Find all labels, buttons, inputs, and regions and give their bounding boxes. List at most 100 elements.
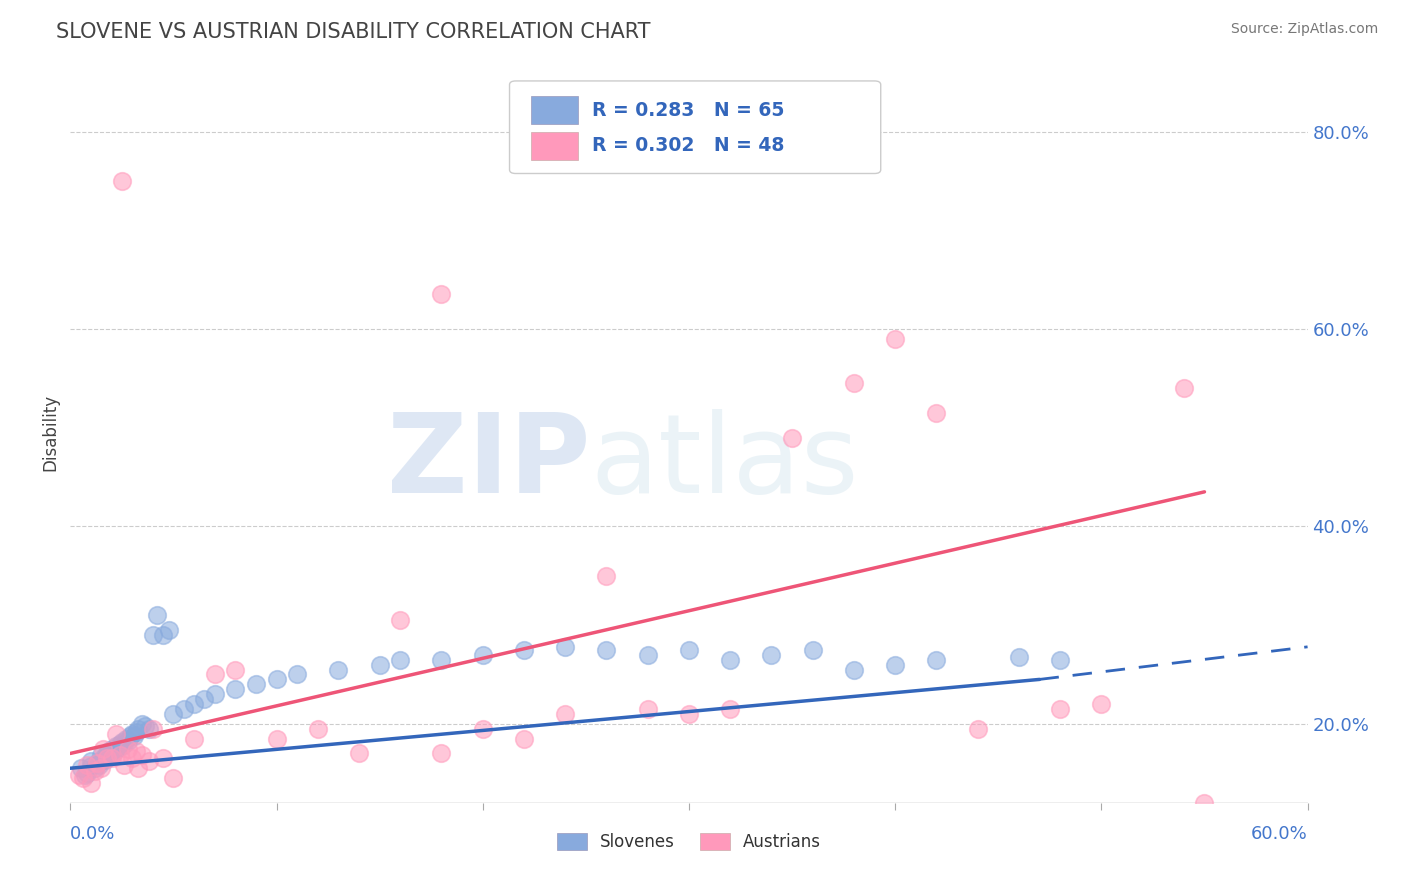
- Text: R = 0.283   N = 65: R = 0.283 N = 65: [592, 101, 785, 120]
- Point: [513, 642, 536, 657]
- Point: [471, 722, 494, 736]
- Point: [117, 733, 139, 747]
- Point: [718, 702, 741, 716]
- Point: [204, 667, 226, 681]
- Point: [67, 768, 90, 782]
- Point: [884, 657, 907, 672]
- Point: [307, 722, 329, 736]
- Point: [678, 706, 700, 721]
- Point: [1173, 381, 1195, 395]
- Point: [245, 677, 267, 691]
- Point: [107, 740, 129, 755]
- Point: [104, 739, 127, 753]
- Point: [86, 756, 108, 771]
- Point: [146, 608, 169, 623]
- Point: [513, 731, 536, 746]
- Point: [554, 640, 576, 654]
- Point: [152, 628, 174, 642]
- Point: [80, 776, 103, 790]
- Point: [925, 406, 948, 420]
- Point: [103, 744, 125, 758]
- Point: [122, 729, 145, 743]
- Point: [1049, 653, 1071, 667]
- Point: [1090, 697, 1112, 711]
- Point: [595, 568, 617, 582]
- Point: [801, 642, 824, 657]
- Point: [183, 731, 205, 746]
- Point: [204, 687, 226, 701]
- Point: [637, 702, 659, 716]
- Point: [76, 758, 98, 772]
- Point: [104, 741, 127, 756]
- Point: [780, 431, 803, 445]
- Point: [966, 722, 988, 736]
- Point: [193, 692, 215, 706]
- Y-axis label: Disability: Disability: [41, 394, 59, 471]
- Point: [117, 741, 139, 756]
- Point: [89, 758, 111, 772]
- Point: [678, 642, 700, 657]
- Text: ZIP: ZIP: [387, 409, 591, 516]
- Point: [131, 748, 153, 763]
- Text: 0.0%: 0.0%: [70, 824, 115, 843]
- Point: [430, 653, 453, 667]
- Point: [84, 761, 107, 775]
- Point: [183, 697, 205, 711]
- Point: [162, 706, 184, 721]
- Point: [718, 653, 741, 667]
- Point: [138, 755, 160, 769]
- Point: [112, 758, 135, 772]
- Point: [157, 623, 180, 637]
- Text: 60.0%: 60.0%: [1251, 824, 1308, 843]
- Point: [112, 737, 135, 751]
- Point: [637, 648, 659, 662]
- Point: [134, 719, 156, 733]
- Point: [100, 748, 122, 763]
- Point: [328, 663, 350, 677]
- Point: [120, 729, 142, 743]
- Point: [69, 761, 91, 775]
- Point: [90, 755, 112, 769]
- Point: [115, 731, 138, 746]
- Point: [96, 747, 118, 761]
- Point: [84, 764, 107, 779]
- Point: [1008, 649, 1031, 664]
- Text: R = 0.302   N = 48: R = 0.302 N = 48: [592, 136, 785, 155]
- Point: [111, 739, 134, 753]
- Point: [1194, 796, 1216, 810]
- Text: Source: ZipAtlas.com: Source: ZipAtlas.com: [1230, 22, 1378, 37]
- Point: [96, 751, 118, 765]
- Point: [138, 722, 160, 736]
- Point: [127, 761, 149, 775]
- Point: [1049, 702, 1071, 716]
- Point: [111, 734, 134, 748]
- Point: [389, 653, 412, 667]
- Point: [90, 761, 112, 775]
- Point: [91, 741, 114, 756]
- Bar: [530, 132, 578, 160]
- Point: [162, 771, 184, 785]
- Point: [90, 748, 112, 763]
- Point: [111, 174, 134, 188]
- Point: [125, 744, 148, 758]
- Point: [80, 755, 103, 769]
- Text: atlas: atlas: [591, 409, 859, 516]
- Point: [152, 751, 174, 765]
- Point: [91, 751, 114, 765]
- Point: [761, 648, 783, 662]
- Point: [554, 706, 576, 721]
- Point: [430, 287, 453, 301]
- Text: SLOVENE VS AUSTRIAN DISABILITY CORRELATION CHART: SLOVENE VS AUSTRIAN DISABILITY CORRELATI…: [56, 22, 651, 42]
- Point: [98, 744, 121, 758]
- Point: [127, 722, 149, 736]
- Point: [125, 724, 148, 739]
- Point: [266, 731, 288, 746]
- Point: [73, 768, 96, 782]
- Point: [142, 722, 165, 736]
- Point: [347, 747, 370, 761]
- Point: [121, 751, 143, 765]
- Point: [430, 747, 453, 761]
- FancyBboxPatch shape: [509, 81, 880, 173]
- Point: [842, 376, 865, 391]
- Point: [285, 667, 308, 681]
